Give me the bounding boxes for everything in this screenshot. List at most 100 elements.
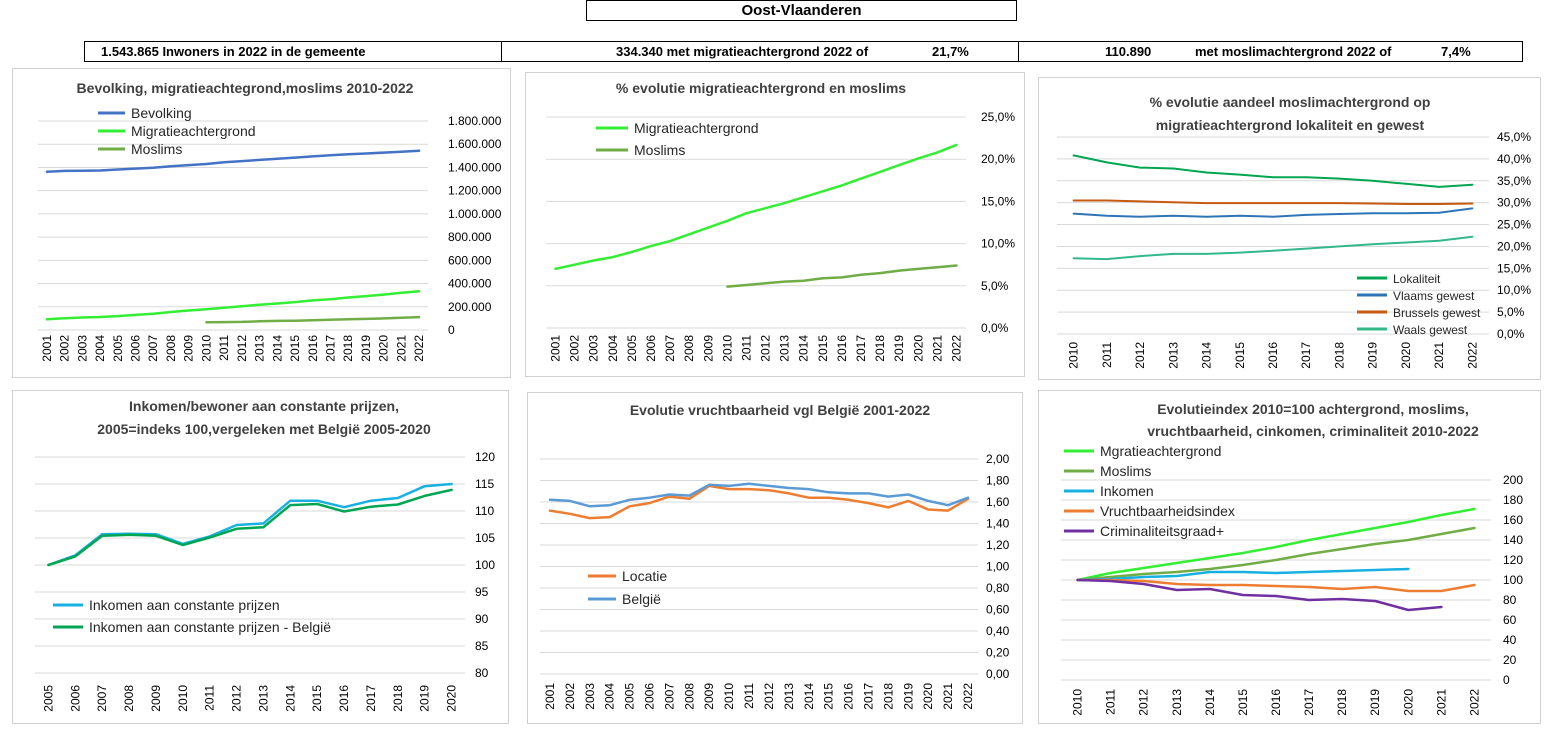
chart-title: vruchtbaarheid, cinkomen, criminaliteit … [1147, 423, 1479, 439]
stat-migratie-pct: 21,7% [932, 44, 969, 59]
x-tick-label: 2007 [146, 335, 160, 362]
x-tick-label: 2004 [93, 335, 107, 362]
x-tick-label: 2020 [921, 683, 935, 710]
chart-vruchtbaarheid: Evolutie vruchtbaarheid vgl België 2001-… [527, 392, 1023, 724]
y-tick-label: 10,0% [1497, 283, 1531, 297]
x-tick-label: 2012 [235, 335, 249, 362]
y-tick-label: 100 [1503, 573, 1523, 587]
y-tick-label: 1.800.000 [448, 114, 502, 128]
x-tick-label: 2005 [623, 683, 637, 710]
series-line-brussels-gewest [1072, 199, 1474, 205]
stats-bar-inwoners: 1.543.865 Inwoners in 2022 in de gemeent… [84, 41, 502, 62]
series-line-migratieachtergrond [554, 143, 958, 271]
region-title: Oost-Vlaanderen [586, 0, 1017, 21]
x-tick-label: 2002 [563, 683, 577, 710]
y-tick-label: 0 [1503, 673, 1510, 687]
stats-bar-moslim: 110.890 met moslimachtergrond 2022 of 7,… [1018, 41, 1523, 62]
x-tick-label: 2019 [359, 335, 373, 362]
x-tick-label: 2009 [701, 335, 715, 362]
y-tick-label: 120 [1503, 553, 1523, 567]
x-tick-label: 2021 [930, 335, 944, 362]
x-tick-label: 2008 [682, 335, 696, 362]
chart-bevolking: Bevolking, migratieachtegrond,moslims 20… [12, 68, 511, 378]
x-tick-label: 2017 [854, 335, 868, 362]
series-line-bevolking [45, 149, 421, 173]
y-tick-label: 120 [475, 450, 495, 464]
legend-label: Vlaams gewest [1393, 289, 1475, 303]
chart-title: Evolutie vruchtbaarheid vgl België 2001-… [630, 402, 931, 418]
x-tick-label: 2013 [253, 335, 267, 362]
y-tick-label: 1.200.000 [448, 184, 502, 198]
x-tick-label: 2016 [337, 685, 351, 712]
x-tick-label: 2010 [720, 335, 734, 362]
chart-title: migratieachtergrond lokaliteit en gewest [1156, 117, 1425, 133]
series-line-inkomen-aan-constante-prijzen-belgie [47, 488, 453, 567]
x-tick-label: 2014 [283, 685, 297, 712]
x-tick-label: 2009 [149, 685, 163, 712]
x-tick-label: 2020 [911, 335, 925, 362]
x-tick-label: 2017 [1302, 689, 1316, 716]
x-tick-label: 2020 [1399, 342, 1413, 369]
y-tick-label: 115 [475, 477, 494, 491]
x-tick-label: 2001 [549, 335, 563, 362]
x-tick-label: 2015 [310, 685, 324, 712]
legend-label: België [622, 591, 661, 607]
x-tick-label: 2002 [58, 335, 72, 362]
x-tick-label: 2013 [1170, 689, 1184, 716]
legend-label: Migratieachtergrond [131, 123, 256, 139]
y-tick-label: 1.600.000 [448, 137, 502, 151]
y-tick-label: 80 [475, 666, 489, 680]
y-tick-label: 0,0% [1497, 327, 1525, 341]
x-tick-label: 2005 [111, 335, 125, 362]
y-tick-label: 20,0% [981, 152, 1015, 166]
x-tick-label: 2018 [341, 335, 355, 362]
series-line-inkomen-aan-constante-prijzen [47, 482, 453, 567]
y-tick-label: 1.400.000 [448, 160, 502, 174]
x-tick-label: 2007 [663, 335, 677, 362]
x-tick-label: 2012 [1133, 342, 1147, 369]
x-tick-label: 2012 [759, 335, 773, 362]
x-tick-label: 2005 [625, 335, 639, 362]
series-line-mgratieachtergrond [1076, 507, 1476, 582]
x-tick-label: 2016 [306, 335, 320, 362]
x-tick-label: 2011 [1100, 342, 1114, 368]
x-tick-label: 2003 [583, 683, 597, 710]
y-tick-label: 400.000 [448, 277, 492, 291]
y-tick-label: 1.000.000 [448, 207, 502, 221]
y-tick-label: 800.000 [448, 230, 492, 244]
legend-label: Migratieachtergrond [634, 120, 759, 136]
chart-aandeel-moslim: % evolutie aandeel moslimachtergrond op m… [1038, 77, 1541, 380]
stat-moslim-text: met moslimachtergrond 2022 of [1195, 44, 1392, 59]
y-tick-label: 0,00 [986, 667, 1010, 681]
x-tick-label: 2015 [1236, 689, 1250, 716]
y-tick-label: 0,60 [986, 603, 1010, 617]
x-tick-label: 2020 [1401, 689, 1415, 716]
x-tick-label: 2022 [961, 683, 975, 710]
x-tick-label: 2011 [739, 335, 753, 361]
x-tick-label: 2014 [1200, 342, 1214, 369]
legend-label: Inkomen aan constante prijzen - België [89, 619, 331, 635]
x-tick-label: 2010 [1071, 689, 1085, 716]
x-tick-label: 2006 [68, 685, 82, 712]
y-tick-label: 1,20 [986, 538, 1010, 552]
legend-label: Lokaliteit [1393, 272, 1441, 286]
chart-title: Inkomen/bewoner aan constante prijzen, [129, 398, 399, 414]
y-tick-label: 1,60 [986, 495, 1010, 509]
x-tick-label: 2022 [949, 335, 963, 362]
y-tick-label: 15,0% [981, 194, 1015, 208]
y-tick-label: 0,0% [981, 321, 1009, 335]
x-tick-label: 2019 [1366, 342, 1380, 369]
x-tick-label: 2006 [129, 335, 143, 362]
x-tick-label: 2022 [1467, 689, 1481, 716]
stat-migratie-text: 334.340 met migratieachtergrond 2022 of [616, 44, 869, 59]
y-tick-label: 0,20 [986, 646, 1010, 660]
x-tick-label: 2010 [1067, 342, 1081, 369]
y-tick-label: 35,0% [1497, 174, 1531, 188]
y-tick-label: 110 [475, 504, 494, 518]
y-tick-label: 15,0% [1497, 261, 1531, 275]
x-tick-label: 2014 [270, 335, 284, 362]
x-tick-label: 2011 [217, 335, 231, 361]
x-tick-label: 2014 [802, 683, 816, 710]
x-tick-label: 2009 [702, 683, 716, 710]
y-tick-label: 25,0% [981, 110, 1015, 124]
